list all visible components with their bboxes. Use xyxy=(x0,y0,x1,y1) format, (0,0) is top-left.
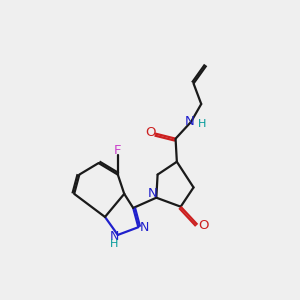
Text: N: N xyxy=(148,187,157,200)
Text: F: F xyxy=(114,145,122,158)
Text: H: H xyxy=(110,239,118,249)
Text: N: N xyxy=(185,116,195,128)
Text: O: O xyxy=(198,219,208,232)
Text: H: H xyxy=(198,119,206,129)
Text: N: N xyxy=(109,230,119,244)
Text: O: O xyxy=(145,126,156,139)
Text: N: N xyxy=(139,221,149,234)
